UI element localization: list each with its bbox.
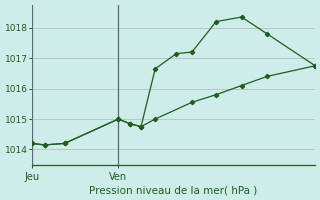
X-axis label: Pression niveau de la mer( hPa ): Pression niveau de la mer( hPa )	[90, 185, 258, 195]
